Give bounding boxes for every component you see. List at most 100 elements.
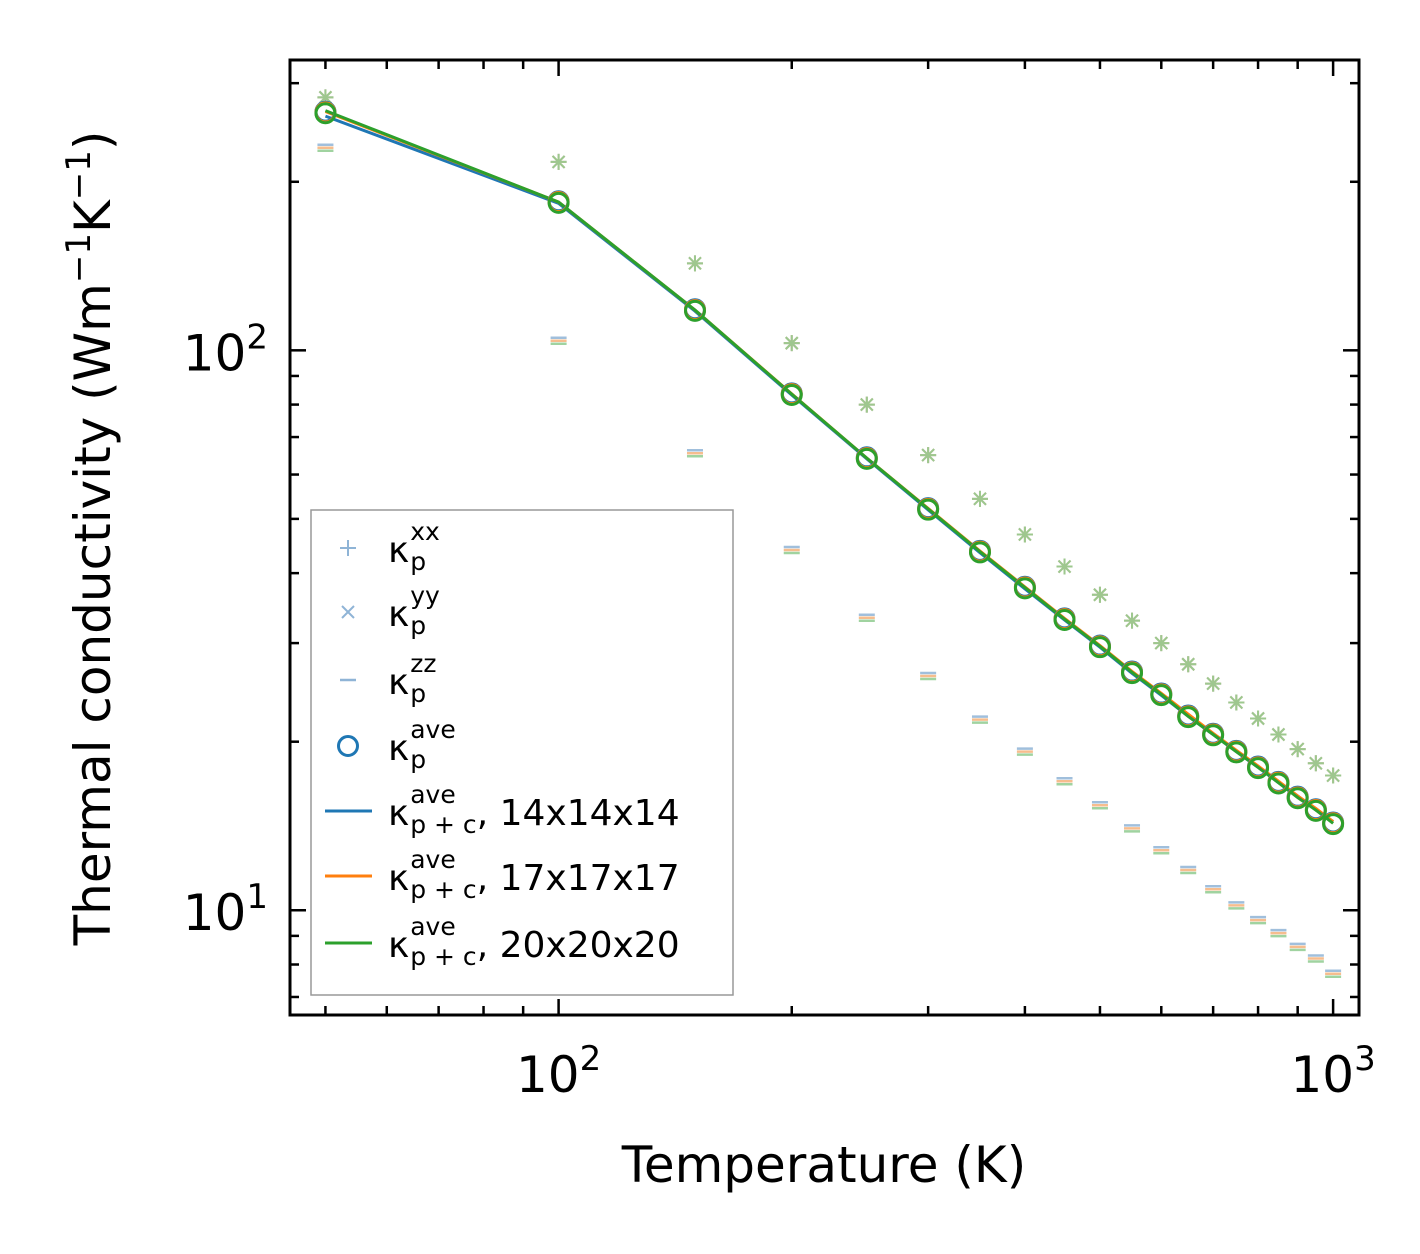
y-label-mid: K	[64, 199, 122, 233]
kappa-ave-point	[855, 447, 878, 470]
kappa-ave-point	[1286, 787, 1309, 810]
legend-sub: p + c	[410, 810, 476, 839]
plot-frame	[288, 58, 1361, 1017]
legend-label: κave p + c, 20x20x20	[388, 912, 680, 971]
legend-circle-marker	[337, 735, 359, 757]
legend-sub: p	[410, 745, 426, 774]
kappa-ave-point	[1150, 684, 1173, 707]
major-ticks	[290, 60, 1359, 1015]
x-axis-label: Temperature (K)	[621, 1136, 1026, 1194]
legend-kappa: κ	[388, 793, 409, 834]
legend-sub: p	[410, 547, 426, 576]
kappa-p-yy-point	[1229, 695, 1244, 710]
legend-kappa: κ	[388, 594, 409, 635]
legend-label: κxx p	[388, 517, 440, 576]
kappa-ave-point	[1177, 706, 1200, 729]
x-tick-label: 103	[1290, 1039, 1375, 1104]
legend-kappa: κ	[388, 925, 409, 966]
legend-sub: p + c	[410, 942, 476, 971]
legend-label: κave p + c, 14x14x14	[388, 780, 680, 839]
kappa-p-yy-point	[1271, 727, 1286, 742]
y-tick-label-exp: 2	[246, 317, 268, 357]
kappa-ave-point	[1013, 577, 1036, 600]
y-tick-label-base: 10	[183, 324, 247, 382]
legend-sup: ave	[410, 845, 456, 874]
kappa-p-yy-point	[318, 90, 333, 105]
legend-sup: zz	[410, 649, 436, 678]
legend-kappa: κ	[388, 728, 409, 769]
kappa-p-yy-point	[1093, 588, 1107, 602]
kappa-ave-point	[1202, 724, 1225, 747]
legend-kappa: κ	[388, 858, 409, 899]
legend-suffix: , 14x14x14	[477, 793, 680, 834]
circle-layer	[314, 100, 1345, 836]
kappa-p-yy-point	[688, 256, 702, 271]
legend-sup: yy	[410, 581, 440, 610]
kappa-p-yy-point	[921, 448, 935, 462]
kappa-p-yy-point	[1309, 756, 1323, 771]
kappa-ave-point	[314, 102, 337, 125]
x-tick-label-exp: 2	[580, 1039, 602, 1079]
kappa-p-yy-point	[1154, 636, 1168, 650]
y-tick-label-base: 10	[183, 884, 247, 942]
x-tick-label: 102	[516, 1039, 601, 1104]
legend-label: κave p + c, 17x17x17	[388, 845, 680, 904]
legend-sup: ave	[410, 912, 456, 941]
kappa-p-yy-point	[1181, 657, 1195, 671]
line-layer	[324, 109, 1335, 825]
legend-suffix: , 20x20x20	[477, 925, 680, 966]
kappa-p-yy-point	[785, 336, 799, 350]
y-label-sup2: −1	[59, 150, 99, 200]
legend-sub: p	[410, 611, 426, 640]
legend-label: κzz p	[388, 649, 436, 708]
legend-sup: ave	[410, 780, 456, 809]
kappa-ave-point	[1053, 608, 1076, 631]
kappa-p-yy-point	[1251, 711, 1265, 726]
y-tick-label: 101	[183, 877, 268, 942]
legend-label: κyy p	[388, 581, 440, 640]
y-tick-label-exp: 1	[246, 877, 268, 917]
kappa-p-yy-point	[1326, 768, 1340, 783]
y-tick-label: 102	[183, 317, 268, 382]
kappa-ave-point	[547, 191, 570, 214]
legend-sub: p	[410, 679, 426, 708]
x-tick-label-exp: 3	[1354, 1039, 1376, 1079]
kappa-ave-point	[968, 541, 991, 564]
legend-sub: p + c	[410, 875, 476, 904]
kappa-ave-point	[917, 498, 940, 521]
legend-suffix: , 17x17x17	[477, 858, 680, 899]
legend-x-marker	[341, 605, 355, 619]
kappa-ave-point	[1088, 636, 1111, 659]
scatter-layer	[317, 89, 1342, 979]
x-tick-label-base: 10	[1290, 1046, 1354, 1104]
x-tick-label-base: 10	[516, 1046, 580, 1104]
legend-sup: xx	[410, 517, 440, 546]
series-line-20x20x20	[324, 109, 1335, 825]
kappa-p-yy-point	[551, 155, 566, 169]
legend-kappa: κ	[388, 662, 409, 703]
kappa-ave-point	[1247, 757, 1270, 780]
kappa-ave-point	[780, 383, 803, 406]
legend-kappa: κ	[388, 530, 409, 571]
kappa-ave-point	[683, 299, 706, 322]
legend-label: κave p	[388, 715, 456, 774]
kappa-p-yy-point	[1057, 559, 1072, 574]
legend-sup: ave	[410, 715, 456, 744]
y-label-sup1: −1	[59, 233, 99, 283]
y-label-end: )	[64, 131, 122, 151]
kappa-ave-point	[1304, 799, 1327, 822]
kappa-p-yy-point	[1125, 613, 1139, 628]
kappa-p-yy-point	[860, 397, 874, 412]
kappa-ave-point	[1267, 772, 1290, 795]
kappa-p-yy-point	[1290, 742, 1305, 756]
kappa-ave-point	[1225, 741, 1248, 764]
legend-plus-marker	[340, 540, 356, 556]
kappa-p-yy-point	[1206, 676, 1220, 691]
kappa-ave-point	[1322, 813, 1345, 836]
legend-frame	[310, 509, 734, 996]
y-axis-label: Thermal conductivity (Wm−1K−1)	[59, 131, 122, 947]
y-label-base: Thermal conductivity (Wm	[64, 283, 122, 946]
